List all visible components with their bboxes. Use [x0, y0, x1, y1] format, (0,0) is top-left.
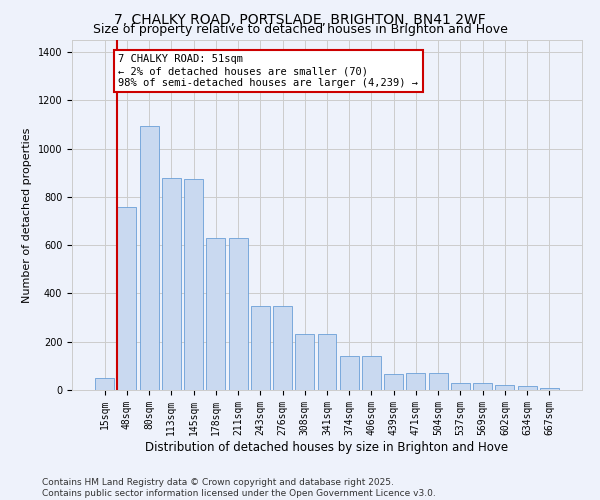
Bar	[362, 356, 381, 390]
Bar	[95, 378, 114, 390]
Bar	[295, 334, 314, 390]
Bar	[273, 306, 292, 390]
Bar	[251, 306, 270, 390]
Bar	[496, 385, 514, 390]
Bar	[540, 388, 559, 390]
Bar	[384, 374, 403, 390]
Text: 7, CHALKY ROAD, PORTSLADE, BRIGHTON, BN41 2WF: 7, CHALKY ROAD, PORTSLADE, BRIGHTON, BN4…	[114, 12, 486, 26]
Bar	[206, 238, 225, 390]
Text: 7 CHALKY ROAD: 51sqm
← 2% of detached houses are smaller (70)
98% of semi-detach: 7 CHALKY ROAD: 51sqm ← 2% of detached ho…	[118, 54, 418, 88]
Bar	[340, 356, 359, 390]
Bar	[518, 386, 536, 390]
Bar	[162, 178, 181, 390]
Bar	[451, 383, 470, 390]
Text: Contains HM Land Registry data © Crown copyright and database right 2025.
Contai: Contains HM Land Registry data © Crown c…	[42, 478, 436, 498]
Bar	[473, 383, 492, 390]
Bar	[429, 373, 448, 390]
Bar	[140, 126, 158, 390]
Bar	[317, 334, 337, 390]
Text: Size of property relative to detached houses in Brighton and Hove: Size of property relative to detached ho…	[92, 22, 508, 36]
X-axis label: Distribution of detached houses by size in Brighton and Hove: Distribution of detached houses by size …	[145, 440, 509, 454]
Bar	[184, 179, 203, 390]
Bar	[118, 206, 136, 390]
Y-axis label: Number of detached properties: Number of detached properties	[22, 128, 32, 302]
Bar	[229, 238, 248, 390]
Bar	[406, 373, 425, 390]
